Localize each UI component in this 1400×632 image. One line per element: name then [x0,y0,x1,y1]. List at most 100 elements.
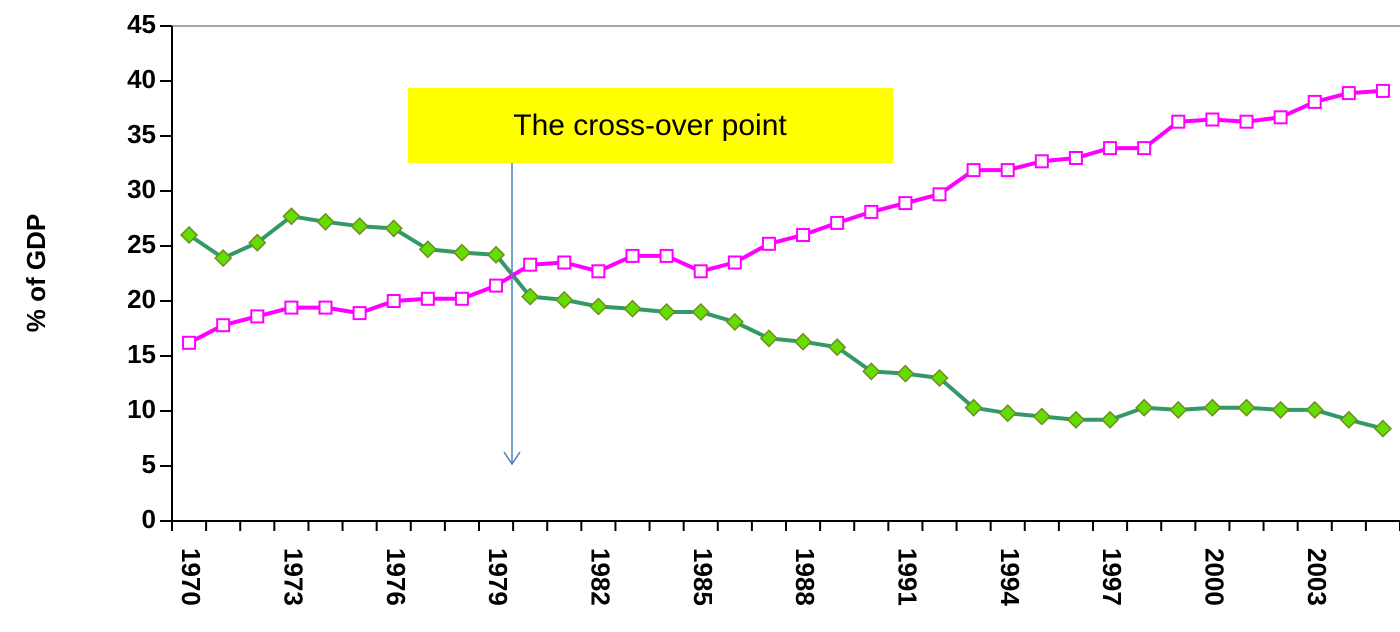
data-point [1305,400,1324,419]
y-tick-label: 40 [127,64,156,94]
data-point [452,243,472,262]
data-point [1135,398,1154,417]
data-point [1271,400,1290,419]
data-point [691,302,710,322]
y-tick-label: 10 [127,394,156,424]
data-point [625,248,640,263]
data-point [1307,94,1322,109]
data-point [418,240,437,259]
data-point [1068,151,1083,165]
series-line [187,214,1384,431]
data-point [179,225,199,245]
data-point [591,264,606,279]
data-point [248,233,267,252]
data-point [486,245,506,264]
data-point [386,294,401,308]
data-point [830,215,845,230]
data-point [1066,410,1086,429]
data-point [898,196,913,211]
data-point [523,257,538,272]
data-point [1032,407,1051,426]
data-point [1339,410,1358,429]
data-point [1373,419,1393,438]
data-point [589,297,608,316]
y-tick-label: 25 [127,229,156,259]
data-point [727,255,742,270]
data-point [964,398,983,417]
data-point [214,249,233,268]
data-point [555,290,574,309]
x-tick-label: 1985 [688,548,718,606]
x-tick-label: 1970 [176,548,206,606]
data-point [282,207,301,226]
y-tick-label: 0 [142,504,156,534]
data-point [966,163,981,178]
data-point [1034,154,1049,169]
data-point [284,300,299,315]
data-point [1000,163,1015,178]
data-point [693,264,708,279]
x-tick-label: 2000 [1200,548,1230,606]
data-point [1169,400,1188,419]
data-point [796,228,811,242]
y-tick-label: 45 [127,9,156,39]
data-point [1100,410,1120,429]
data-point [725,312,744,331]
x-tick-label: 1976 [381,548,411,606]
data-point [759,329,779,348]
data-point [659,248,674,263]
data-point [864,204,879,219]
data-point [420,291,435,306]
data-point [1375,83,1390,98]
annotation-arrowhead [503,451,521,466]
x-tick-label: 1982 [586,548,616,606]
data-point [454,291,469,306]
y-tick-label: 5 [142,449,156,479]
data-point [318,300,333,315]
data-point [216,318,231,333]
x-tick-label: 1979 [483,548,513,606]
data-point [1205,112,1220,127]
y-tick-label: 35 [127,119,156,149]
data-point [623,299,642,318]
data-point [930,368,949,388]
data-point [828,338,847,357]
data-point [250,309,265,324]
annotation-text: The cross-over point [513,109,787,142]
data-point [316,212,335,231]
data-point [1273,110,1288,125]
data-point [1103,141,1118,156]
x-tick-label: 1997 [1097,548,1127,606]
data-point [1237,398,1256,417]
y-axis-title: % of GDP [21,214,51,332]
annotation-box [408,88,893,163]
data-point [384,219,403,238]
data-point [998,404,1017,423]
y-tick-label: 15 [127,339,156,369]
data-point [557,255,572,270]
data-point [182,335,197,350]
y-tick-label: 30 [127,174,156,204]
data-point [793,332,813,351]
data-point [521,287,540,306]
data-point [896,364,915,383]
data-point [862,362,881,381]
data-point [1203,398,1222,417]
x-tick-label: 1988 [790,548,820,606]
x-tick-label: 2003 [1302,548,1332,606]
x-tick-label: 1973 [279,548,309,606]
data-point [1171,114,1186,129]
data-point [350,217,369,236]
data-point [352,306,367,321]
y-tick-label: 20 [127,284,156,314]
data-point [489,278,504,293]
x-tick-label: 1991 [893,548,923,606]
x-tick-label: 1994 [995,548,1025,606]
data-point [657,302,676,322]
data-point [932,187,947,202]
data-point [1239,114,1254,129]
data-point [1341,86,1356,101]
plot-area: 0 5 10 15 20 25 30 35 40 45 1970 1973 1976 1979 1982 19… [127,9,1400,606]
data-point [1137,141,1152,156]
